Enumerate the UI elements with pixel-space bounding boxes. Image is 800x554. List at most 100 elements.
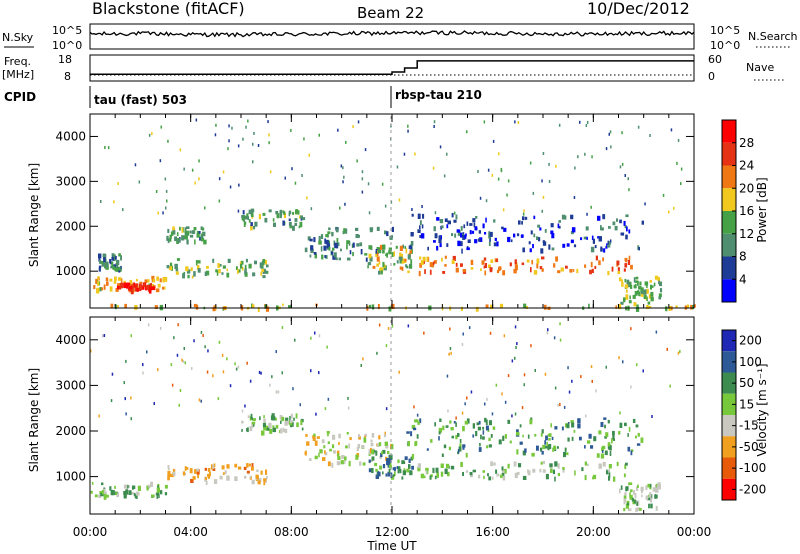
colorbar-segment: [722, 330, 736, 352]
echo-cell: [466, 130, 468, 134]
echo-cell: [627, 177, 629, 181]
echo-cell: [346, 240, 350, 244]
echo-cell: [296, 422, 299, 428]
echo-cell: [608, 472, 611, 478]
echo-cell: [405, 248, 408, 254]
echo-cell: [272, 427, 276, 433]
echo-cell: [168, 238, 172, 242]
echo-cell: [407, 324, 410, 328]
echo-cell: [552, 447, 554, 452]
echo-cell: [513, 268, 517, 274]
echo-cell: [493, 242, 497, 247]
echo-cell: [387, 327, 390, 330]
echo-cell: [531, 452, 535, 457]
echo-cell: [636, 486, 639, 491]
echo-cell: [598, 236, 602, 242]
echo-cell: [417, 463, 421, 469]
echo-cell: [638, 285, 642, 290]
echo-cell: [500, 167, 503, 171]
echo-cell: [167, 467, 170, 470]
echo-cell: [618, 431, 621, 435]
echo-cell: [432, 261, 435, 265]
echo-cell: [402, 470, 406, 476]
echo-cell: [130, 334, 132, 338]
echo-cell: [112, 266, 116, 270]
echo-cell: [379, 267, 384, 272]
echo-cell: [433, 240, 436, 243]
echo-cell: [446, 243, 449, 247]
echo-cell: [433, 120, 436, 124]
echo-cell: [591, 235, 594, 240]
echo-cell: [636, 363, 638, 367]
echo-cell: [472, 469, 476, 473]
echo-cell: [449, 347, 452, 350]
echo-cell: [109, 278, 113, 282]
echo-cell: [268, 422, 272, 428]
echo-cell: [658, 293, 662, 298]
echo-cell: [640, 486, 644, 492]
echo-cell: [381, 451, 384, 455]
echo-cell: [361, 445, 365, 449]
echo-cell: [624, 278, 627, 283]
echo-cell: [251, 463, 254, 468]
echo-cell: [613, 476, 616, 482]
echo-cell: [450, 427, 454, 431]
echo-cell: [633, 302, 637, 307]
colorbar-tick-label: -100: [739, 461, 766, 475]
echo-cell: [540, 433, 543, 437]
echo-cell: [479, 196, 482, 200]
echo-cell: [167, 470, 171, 476]
echo-cell: [440, 225, 443, 230]
echo-cell: [483, 257, 487, 261]
echo-cell: [584, 445, 586, 449]
xtick-label: 20:00: [576, 525, 611, 539]
echo-cell: [244, 404, 246, 408]
echo-cell: [590, 261, 593, 268]
echo-cell: [206, 370, 209, 374]
echo-cell: [125, 412, 127, 416]
echo-cell: [105, 277, 109, 282]
echo-cell: [356, 243, 360, 247]
echo-cell: [189, 468, 193, 474]
echo-cell: [342, 180, 344, 184]
echo-cell: [410, 431, 413, 437]
echo-cell: [338, 257, 341, 261]
echo-cell: [103, 257, 106, 263]
echo-cell: [475, 430, 478, 437]
echo-cell: [119, 267, 122, 272]
echo-cell: [318, 133, 320, 137]
echo-cell: [251, 422, 254, 428]
echo-cell: [607, 240, 610, 245]
echo-cell: [172, 471, 176, 476]
echo-cell: [460, 226, 463, 231]
echo-cell: [331, 444, 335, 449]
echo-cell: [197, 474, 199, 479]
echo-cell: [136, 287, 139, 292]
echo-cell: [371, 468, 374, 473]
echo-cell: [376, 256, 380, 262]
echo-cell: [335, 257, 338, 261]
echo-cell: [334, 242, 338, 248]
echo-cell: [288, 218, 291, 222]
echo-cell: [109, 259, 112, 264]
echo-cell: [361, 190, 364, 194]
echo-cell: [368, 211, 371, 215]
echo-cell: [246, 470, 250, 474]
echo-cell: [407, 254, 411, 260]
echo-cell: [206, 266, 209, 269]
echo-cell: [680, 182, 682, 186]
echo-cell: [375, 468, 378, 472]
echo-cell: [459, 443, 462, 447]
echo-cell: [623, 498, 626, 503]
echo-cell: [586, 236, 588, 240]
echo-cell: [326, 431, 330, 434]
echo-cell: [378, 270, 381, 275]
echo-cell: [567, 437, 570, 442]
echo-cell: [295, 209, 298, 215]
echo-cell: [314, 253, 317, 259]
echo-cell: [136, 491, 140, 496]
echo-cell: [356, 159, 358, 163]
echo-cell: [343, 228, 346, 233]
echo-cell: [261, 430, 265, 436]
echo-cell: [243, 466, 247, 470]
